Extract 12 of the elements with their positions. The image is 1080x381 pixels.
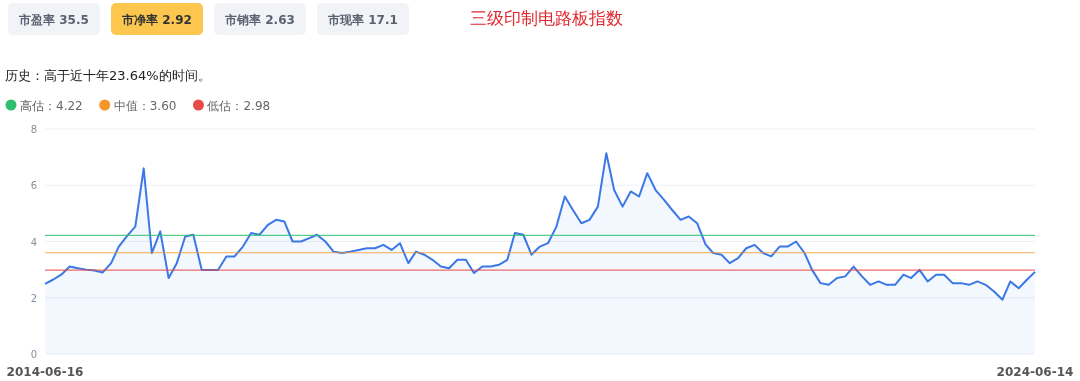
y-tick-label: 2 [30, 292, 37, 304]
x-tick-label: 2024-06-14 [996, 365, 1074, 379]
y-tick-label: 4 [30, 236, 37, 248]
legend-label: 低估：2.98 [207, 98, 271, 113]
y-tick-label: 8 [30, 124, 37, 135]
legend-label: 高估：4.22 [20, 98, 83, 113]
chart-subtitle: 历史：高于近十年23.64%的时间。 [5, 68, 211, 83]
y-tick-label: 6 [30, 180, 37, 192]
chart-title: 三级印制电路板指数 [470, 8, 623, 28]
y-tick-label: 0 [30, 349, 37, 360]
x-tick-label: 2014-06-16 [6, 365, 84, 379]
legend-label: 中值：3.60 [113, 98, 177, 113]
